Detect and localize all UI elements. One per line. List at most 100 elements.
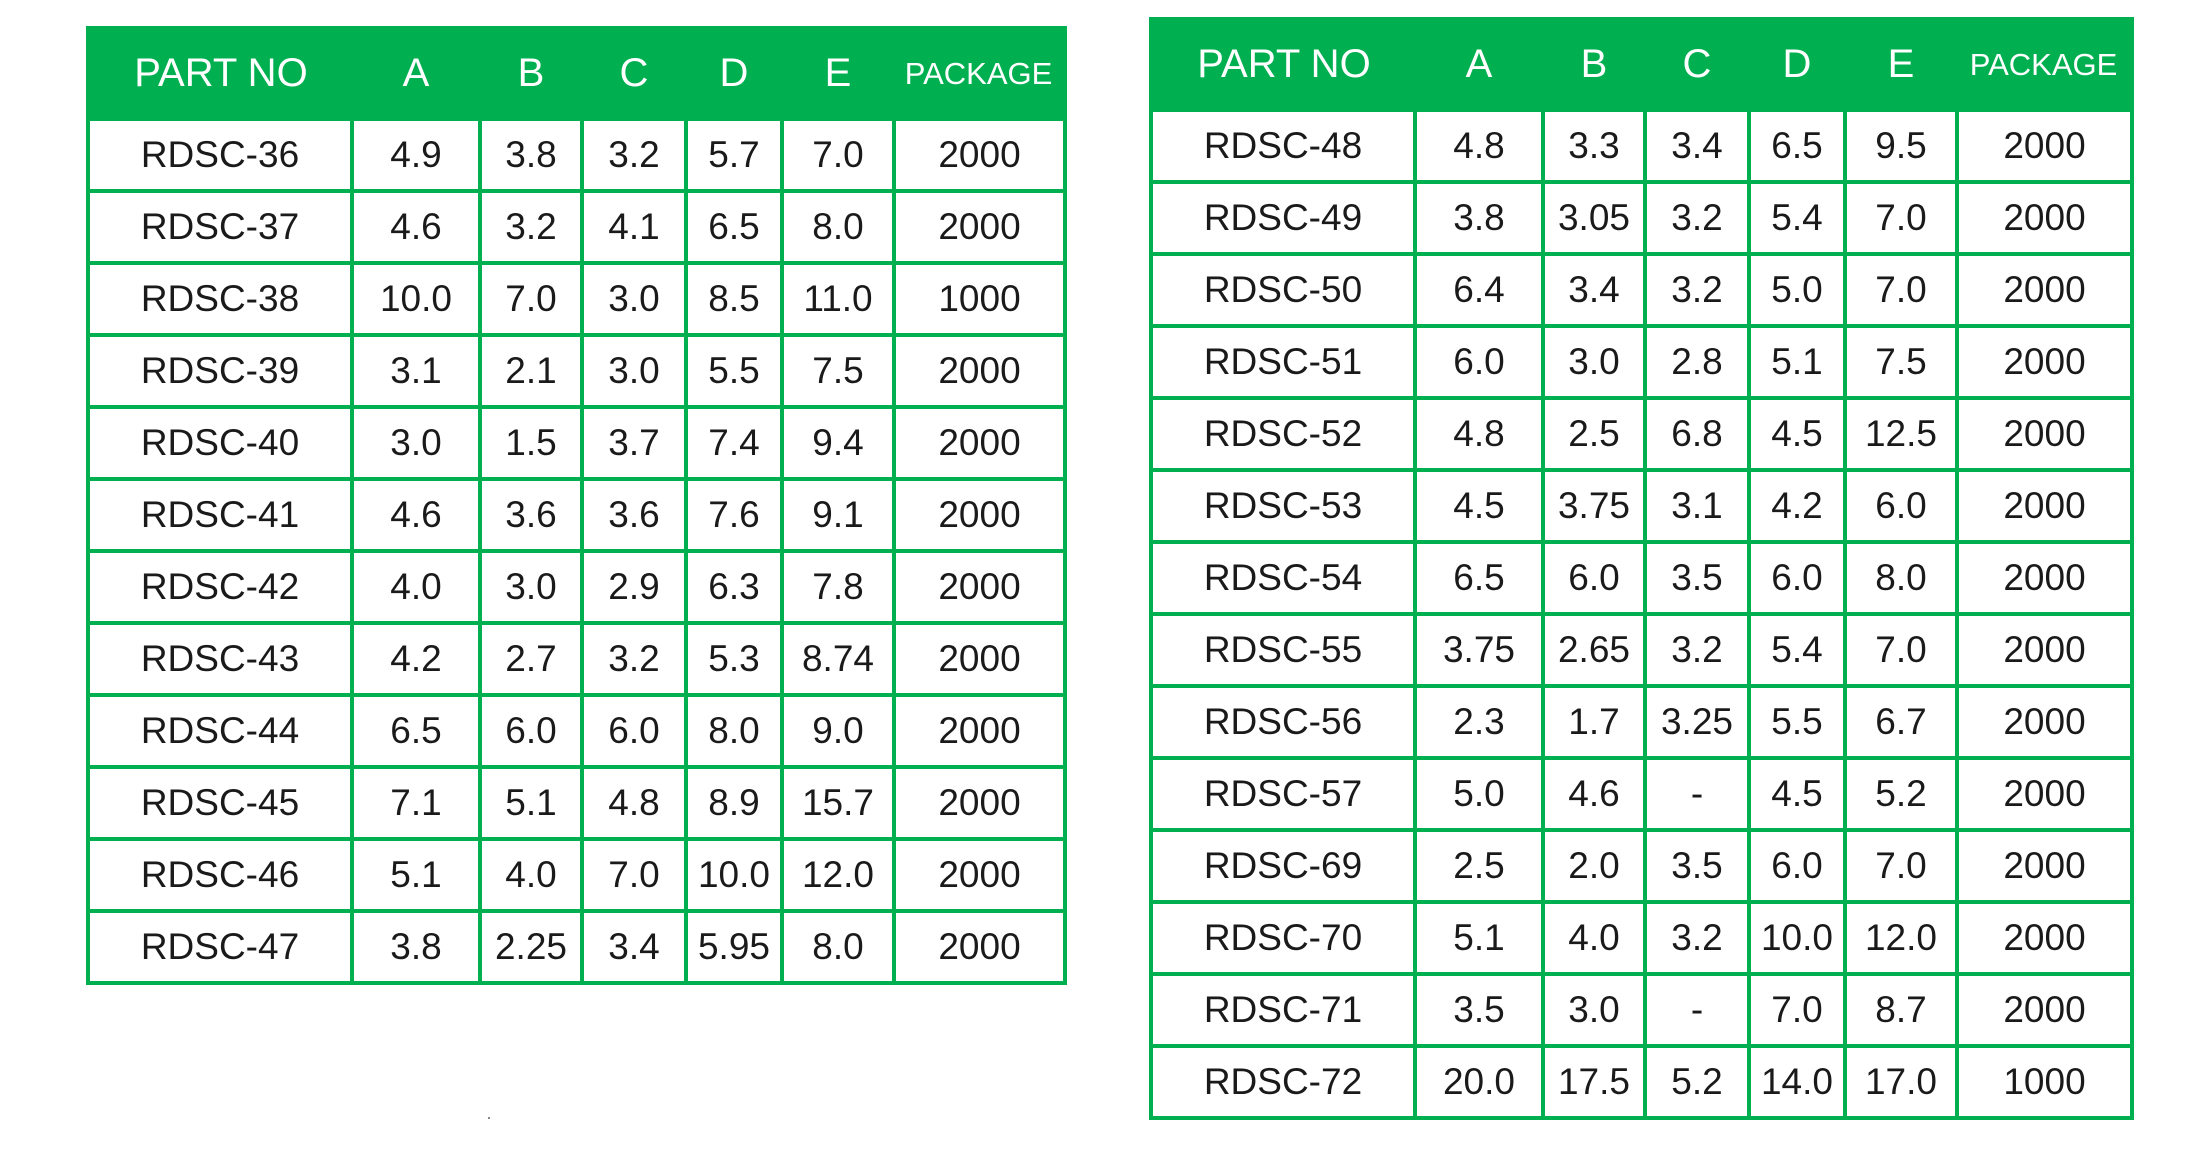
- a-cell: 4.5: [1413, 468, 1545, 544]
- b-cell: 3.0: [1541, 324, 1647, 400]
- package-cell: 2000: [892, 405, 1067, 481]
- a-cell: 3.75: [1413, 612, 1545, 688]
- a-cell: 6.4: [1413, 252, 1545, 328]
- table-row: RDSC-46 5.1 4.0 7.0 10.0 12.0 2000: [86, 837, 1067, 913]
- d-cell: 4.5: [1747, 396, 1847, 472]
- header-a: A: [1415, 19, 1543, 110]
- header-package: PACKAGE: [894, 28, 1065, 119]
- header-b: B: [1543, 19, 1645, 110]
- d-cell: 6.3: [684, 549, 784, 625]
- d-cell: 7.0: [1747, 972, 1847, 1048]
- part-no-cell: RDSC-52: [1149, 396, 1417, 472]
- e-cell: 7.5: [1843, 324, 1959, 400]
- d-cell: 5.4: [1747, 180, 1847, 256]
- table-body: RDSC-36 4.9 3.8 3.2 5.7 7.0 2000 RDSC-37 4.6 3.2 4…: [86, 117, 1067, 985]
- e-cell: 8.0: [780, 189, 896, 265]
- b-cell: 3.4: [1541, 252, 1647, 328]
- package-cell: 2000: [892, 837, 1067, 913]
- table-row: RDSC-56 2.3 1.7 3.25 5.5 6.7 2000: [1149, 684, 2134, 760]
- a-cell: 5.1: [1413, 900, 1545, 976]
- e-cell: 7.0: [1843, 252, 1959, 328]
- d-cell: 7.6: [684, 477, 784, 553]
- b-cell: 2.65: [1541, 612, 1647, 688]
- c-cell: 3.4: [580, 909, 688, 985]
- a-cell: 6.5: [350, 693, 482, 769]
- part-no-cell: RDSC-41: [86, 477, 354, 553]
- c-cell: 3.7: [580, 405, 688, 481]
- package-cell: 1000: [1955, 1044, 2134, 1120]
- c-cell: 3.2: [580, 621, 688, 697]
- c-cell: 3.5: [1643, 828, 1751, 904]
- d-cell: 8.9: [684, 765, 784, 841]
- table-row: RDSC-72 20.0 17.5 5.2 14.0 17.0 1000: [1149, 1044, 2134, 1120]
- a-cell: 20.0: [1413, 1044, 1545, 1120]
- c-cell: 5.2: [1643, 1044, 1751, 1120]
- b-cell: 3.75: [1541, 468, 1647, 544]
- part-no-cell: RDSC-47: [86, 909, 354, 985]
- e-cell: 9.5: [1843, 108, 1959, 184]
- e-cell: 6.7: [1843, 684, 1959, 760]
- header-e: E: [782, 28, 894, 119]
- c-cell: 6.8: [1643, 396, 1751, 472]
- b-cell: 6.0: [478, 693, 584, 769]
- e-cell: 12.0: [780, 837, 896, 913]
- e-cell: 12.5: [1843, 396, 1959, 472]
- e-cell: 7.8: [780, 549, 896, 625]
- b-cell: 2.7: [478, 621, 584, 697]
- part-no-cell: RDSC-70: [1149, 900, 1417, 976]
- part-no-cell: RDSC-36: [86, 117, 354, 193]
- header-a: A: [352, 28, 480, 119]
- part-no-cell: RDSC-55: [1149, 612, 1417, 688]
- header-c: C: [1645, 19, 1749, 110]
- table-header-row: PART NO A B C D E PACKAGE: [1151, 19, 2132, 110]
- header-b: B: [480, 28, 582, 119]
- e-cell: 15.7: [780, 765, 896, 841]
- package-cell: 2000: [892, 477, 1067, 553]
- b-cell: 2.25: [478, 909, 584, 985]
- d-cell: 5.5: [1747, 684, 1847, 760]
- d-cell: 5.5: [684, 333, 784, 409]
- table-row: RDSC-57 5.0 4.6-4.5 5.2 2000: [1149, 756, 2134, 832]
- d-cell: 5.0: [1747, 252, 1847, 328]
- c-cell: 3.25: [1643, 684, 1751, 760]
- d-cell: 5.7: [684, 117, 784, 193]
- package-cell: 2000: [1955, 180, 2134, 256]
- c-cell: 7.0: [580, 837, 688, 913]
- table-row: RDSC-36 4.9 3.8 3.2 5.7 7.0 2000: [86, 117, 1067, 193]
- table-row: RDSC-50 6.4 3.4 3.2 5.0 7.0 2000: [1149, 252, 2134, 328]
- b-cell: 4.0: [1541, 900, 1647, 976]
- e-cell: 11.0: [780, 261, 896, 337]
- a-cell: 4.2: [350, 621, 482, 697]
- part-no-cell: RDSC-50: [1149, 252, 1417, 328]
- b-cell: 3.6: [478, 477, 584, 553]
- table-row: RDSC-49 3.8 3.05 3.2 5.4 7.0 2000: [1149, 180, 2134, 256]
- a-cell: 4.8: [1413, 108, 1545, 184]
- part-no-cell: RDSC-56: [1149, 684, 1417, 760]
- c-cell: 3.6: [580, 477, 688, 553]
- a-cell: 7.1: [350, 765, 482, 841]
- package-cell: 2000: [1955, 468, 2134, 544]
- header-part-no: PART NO: [88, 28, 352, 119]
- b-cell: 3.2: [478, 189, 584, 265]
- c-cell: -: [1643, 972, 1751, 1048]
- b-cell: 1.5: [478, 405, 584, 481]
- a-cell: 5.0: [1413, 756, 1545, 832]
- e-cell: 7.0: [780, 117, 896, 193]
- a-cell: 4.0: [350, 549, 482, 625]
- e-cell: 17.0: [1843, 1044, 1959, 1120]
- e-cell: 8.74: [780, 621, 896, 697]
- d-cell: 5.4: [1747, 612, 1847, 688]
- e-cell: 7.0: [1843, 612, 1959, 688]
- package-cell: 2000: [892, 333, 1067, 409]
- d-cell: 6.5: [684, 189, 784, 265]
- part-no-cell: RDSC-38: [86, 261, 354, 337]
- b-cell: 2.1: [478, 333, 584, 409]
- a-cell: 3.8: [1413, 180, 1545, 256]
- stray-dot: [488, 1117, 490, 1119]
- package-cell: 2000: [892, 909, 1067, 985]
- d-cell: 6.5: [1747, 108, 1847, 184]
- package-cell: 2000: [1955, 108, 2134, 184]
- c-cell: 2.9: [580, 549, 688, 625]
- e-cell: 9.1: [780, 477, 896, 553]
- a-cell: 4.9: [350, 117, 482, 193]
